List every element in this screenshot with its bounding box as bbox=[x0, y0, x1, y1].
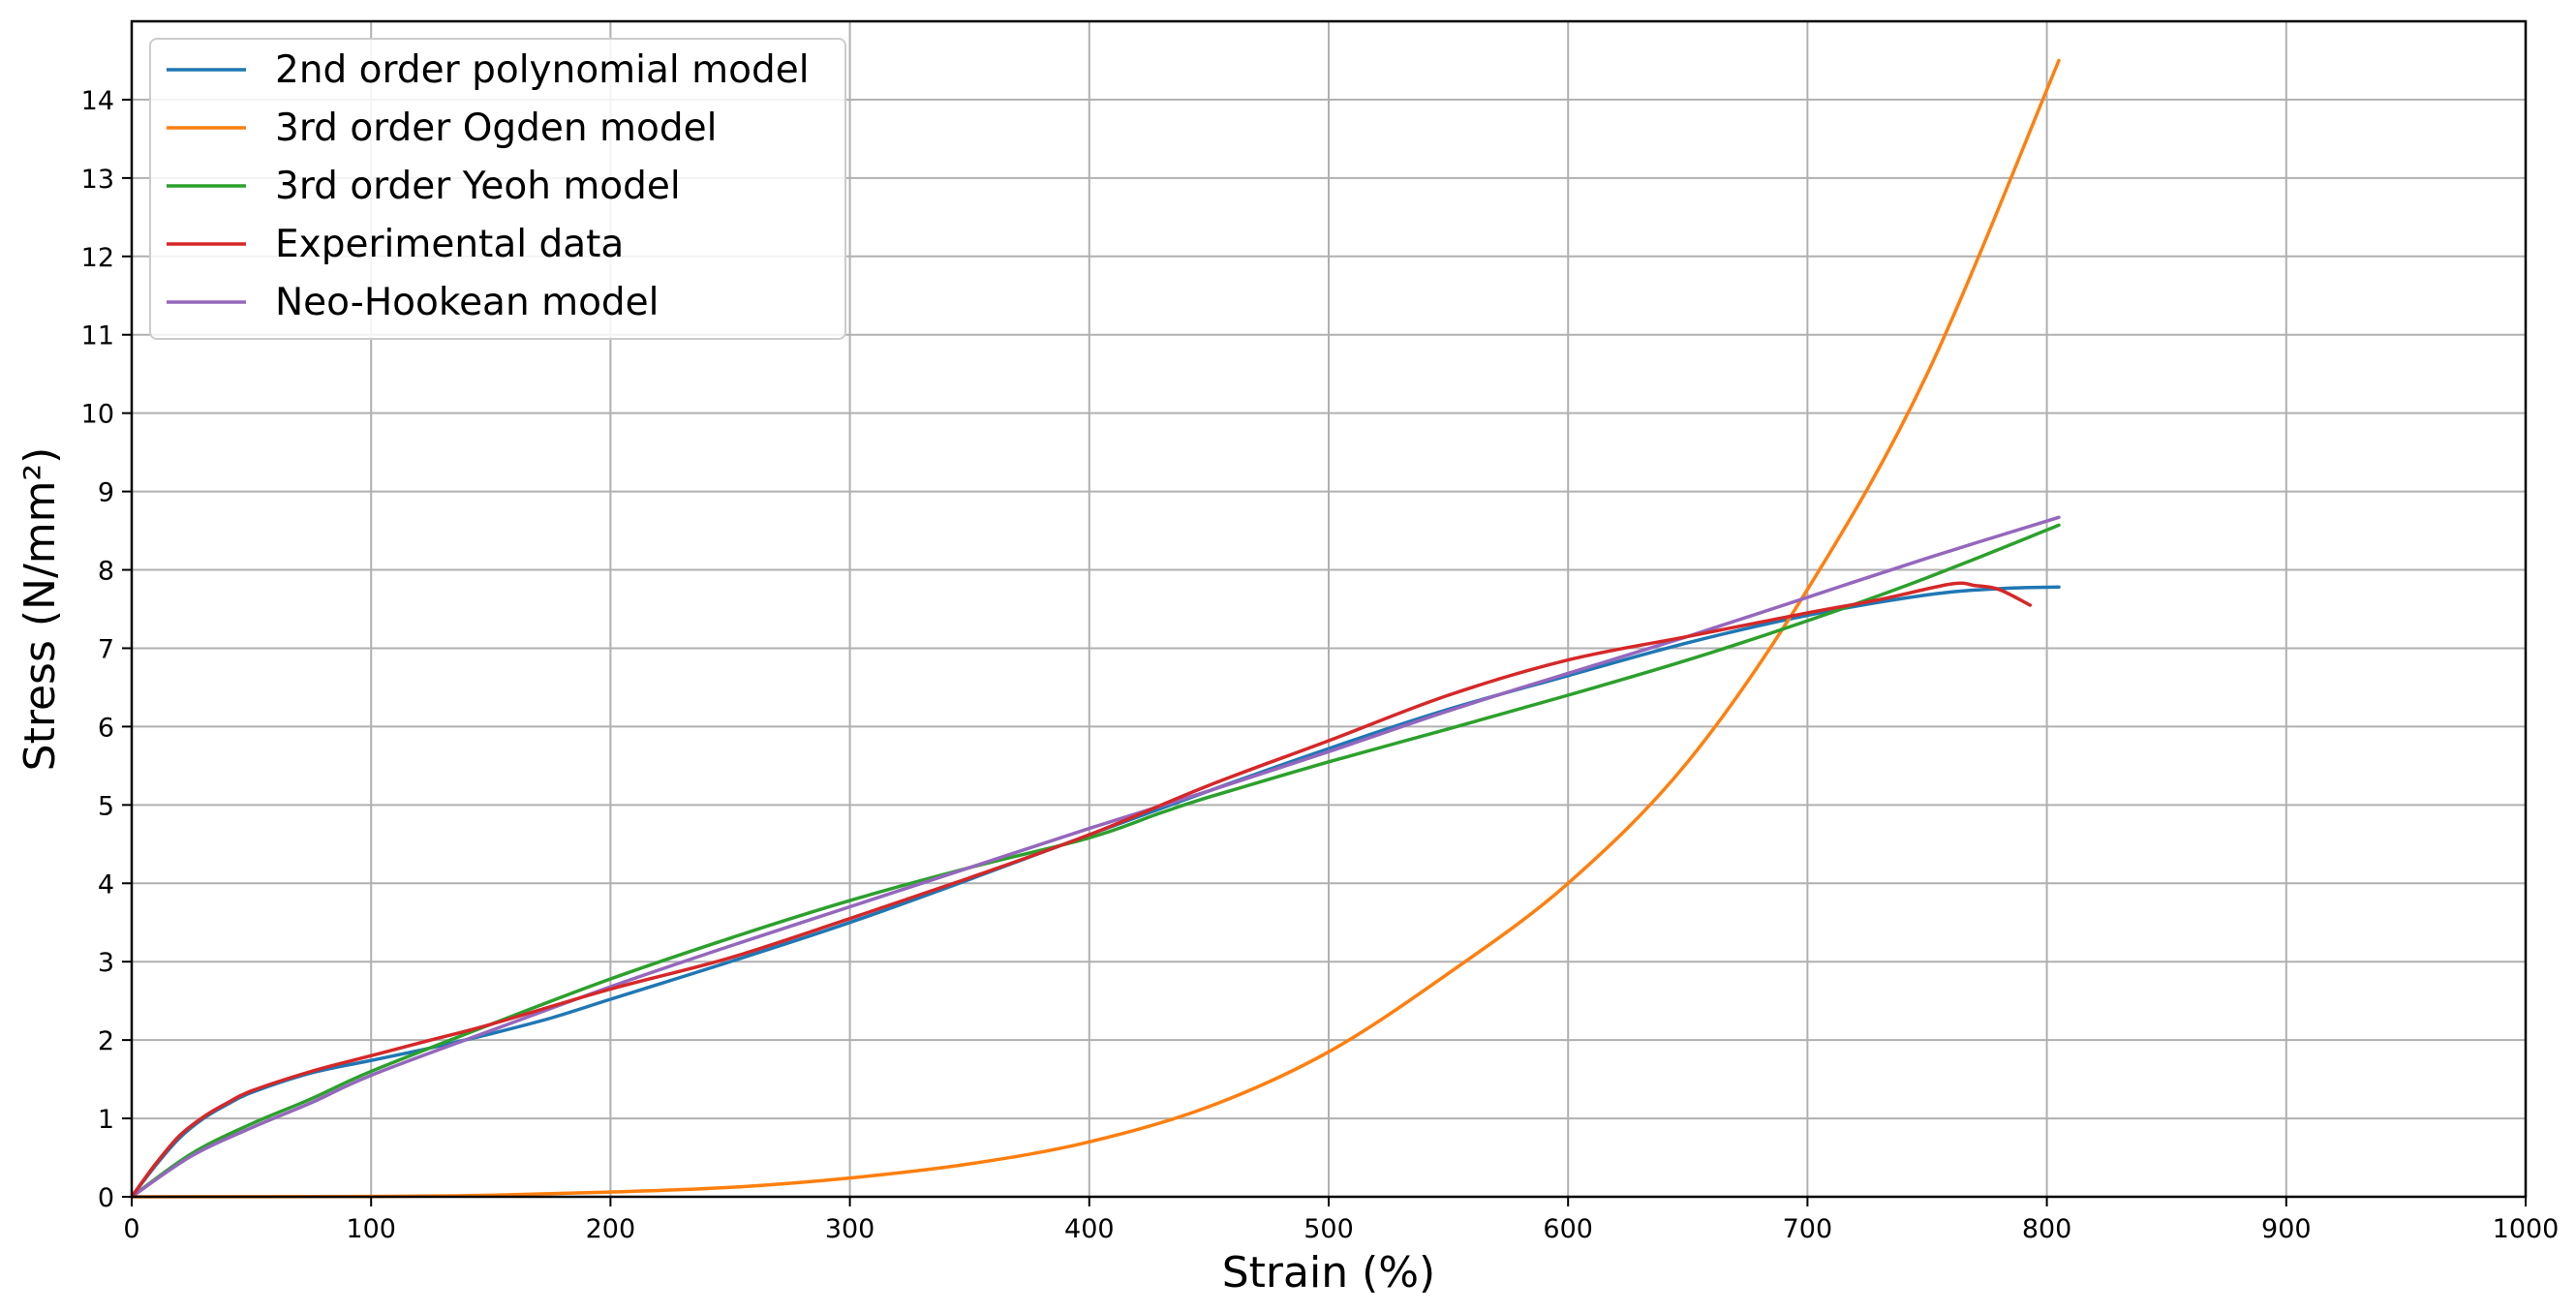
y-tick-label: 14 bbox=[81, 86, 114, 116]
legend-label: 3rd order Yeoh model bbox=[275, 165, 681, 208]
y-tick-label: 13 bbox=[81, 165, 114, 195]
x-tick-label: 800 bbox=[2022, 1214, 2072, 1244]
y-tick-label: 5 bbox=[98, 791, 114, 821]
x-tick-label: 300 bbox=[825, 1214, 875, 1244]
legend: 2nd order polynomial model 3rd order Ogde… bbox=[149, 38, 846, 340]
series-line-experimental-data bbox=[130, 581, 2033, 1199]
y-tick-label: 12 bbox=[81, 243, 114, 273]
x-tick-label: 500 bbox=[1303, 1214, 1354, 1244]
x-tick-label: 200 bbox=[586, 1214, 636, 1244]
legend-label: 2nd order polynomial model bbox=[275, 48, 810, 92]
y-tick-label: 9 bbox=[98, 478, 114, 508]
legend-label: Experimental data bbox=[275, 223, 624, 266]
y-tick-label: 0 bbox=[98, 1183, 114, 1213]
x-axis-ticks: 0 100 200 300 400 500 600 700 800 900 1000 bbox=[123, 1197, 2559, 1244]
x-tick-label: 600 bbox=[1543, 1214, 1593, 1244]
y-tick-label: 11 bbox=[81, 321, 114, 351]
x-tick-label: 900 bbox=[2261, 1214, 2312, 1244]
x-axis-label: Strain (%) bbox=[1222, 1248, 1435, 1297]
y-axis-label: Stress (N/mm²) bbox=[15, 447, 65, 772]
y-tick-label: 1 bbox=[98, 1105, 114, 1135]
x-tick-label: 1000 bbox=[2493, 1214, 2560, 1244]
x-tick-label: 100 bbox=[346, 1214, 396, 1244]
y-tick-label: 8 bbox=[98, 557, 114, 587]
legend-label: Neo-Hookean model bbox=[275, 281, 659, 324]
x-tick-label: 0 bbox=[123, 1214, 139, 1244]
y-tick-label: 4 bbox=[98, 870, 114, 900]
y-tick-label: 6 bbox=[98, 713, 114, 743]
x-tick-label: 400 bbox=[1064, 1214, 1115, 1244]
series-lines bbox=[130, 58, 2061, 1199]
y-tick-label: 3 bbox=[98, 948, 114, 978]
x-tick-label: 700 bbox=[1783, 1214, 1833, 1244]
y-tick-label: 7 bbox=[98, 634, 114, 664]
series-line-3rd-order-ogden-model bbox=[130, 58, 2061, 1199]
legend-box bbox=[149, 38, 846, 340]
y-tick-label: 10 bbox=[81, 400, 114, 430]
legend-label: 3rd order Ogden model bbox=[275, 107, 717, 150]
y-tick-label: 2 bbox=[98, 1026, 114, 1056]
